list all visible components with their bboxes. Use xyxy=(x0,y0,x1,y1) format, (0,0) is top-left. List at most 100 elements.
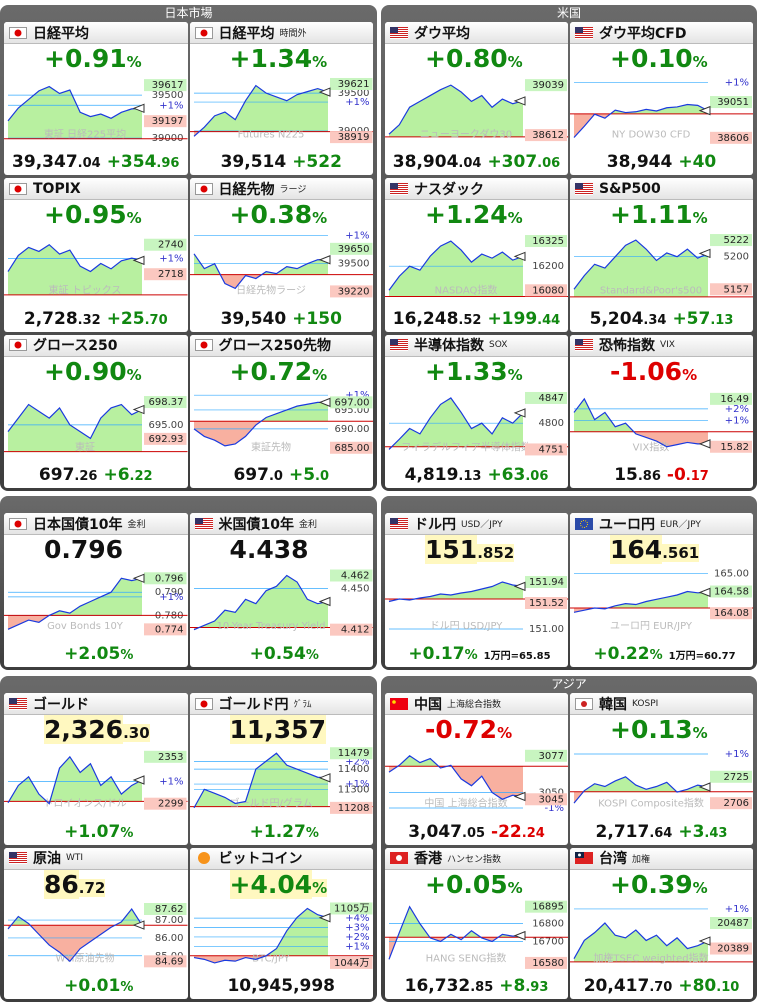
high-label-bg xyxy=(710,916,752,929)
flag xyxy=(575,26,593,39)
price-line xyxy=(193,574,328,631)
footer: 38,944 +40 xyxy=(570,152,753,172)
tick-label: +1% xyxy=(159,100,183,111)
low-label-bg xyxy=(710,942,752,955)
name: ナスダック xyxy=(414,181,484,198)
change: +63.06 xyxy=(487,465,548,485)
price-part: .32 xyxy=(77,312,101,328)
flag-part xyxy=(390,28,408,30)
flag-part xyxy=(390,182,408,184)
headline-part: 4.438 xyxy=(229,535,309,564)
flag-part xyxy=(390,186,408,188)
high-label: 39650 xyxy=(337,244,369,255)
change-part: +2.05 xyxy=(64,644,121,664)
watermark: NY DOW30 CFD xyxy=(612,129,691,140)
area-up xyxy=(8,756,142,802)
headline-part: +0.95 xyxy=(44,200,127,230)
change: +80.10 xyxy=(678,976,740,996)
panel: 日本国債10年 金利 0.796 0.790 +1% 0.780 Gov Bonds 10Y… xyxy=(0,496,377,670)
low-label: 39197 xyxy=(152,116,184,127)
flag-part xyxy=(390,517,408,519)
flag-part xyxy=(390,184,408,186)
price-line xyxy=(7,85,143,122)
change-part: .10 xyxy=(716,980,740,995)
flag-part xyxy=(390,26,408,28)
tile-header: ユーロ円 EUR／JPY xyxy=(570,513,753,535)
low-label-bg xyxy=(329,131,372,144)
headline: +0.10% xyxy=(570,44,753,74)
footer: 39,540 +150 xyxy=(190,309,374,329)
flag-part xyxy=(575,182,583,189)
tile-header: 米国債10年 金利 xyxy=(189,513,373,535)
headline-part: -0.72 xyxy=(425,715,498,744)
tile-header: ナスダック xyxy=(385,178,568,201)
flag-part xyxy=(390,521,408,523)
change-part: .70 xyxy=(144,312,168,328)
flag-part xyxy=(575,182,593,184)
flag xyxy=(390,339,408,352)
headline-part: +0.39 xyxy=(610,869,693,899)
price-line xyxy=(7,577,143,630)
tick-label: +1% xyxy=(725,749,749,760)
flag-part xyxy=(575,184,593,186)
headline-part: +0.38 xyxy=(229,200,313,230)
flag xyxy=(390,517,408,530)
tile: TOPIX +0.95% +1% 東証 トピックス 2740 2718 2,728.32 +2… xyxy=(4,178,188,332)
change-part: .22 xyxy=(129,468,153,484)
tick-label: 16200 xyxy=(532,261,564,272)
headline-part: +1.34 xyxy=(229,44,313,73)
change: +0.22% xyxy=(593,644,662,664)
current-marker xyxy=(698,438,711,449)
headline-part: +1.11 xyxy=(610,200,693,230)
headline-part: +0.90 xyxy=(44,356,127,386)
change-part: +150 xyxy=(292,308,342,329)
low-label: 11208 xyxy=(337,803,369,814)
name: ダウ平均 xyxy=(414,25,470,42)
flag-part xyxy=(200,341,207,349)
tile: 韓国 KOSPI +0.13% +1% KOSPI Composite指数 2725 270… xyxy=(570,693,753,845)
flag-part xyxy=(575,347,593,349)
change: +0.54% xyxy=(249,644,319,664)
high-label: 11479 xyxy=(337,748,369,759)
current-marker xyxy=(132,103,145,114)
high-label-bg xyxy=(710,392,752,405)
name: グロース250 xyxy=(33,338,118,355)
headline-part: .852 xyxy=(477,544,515,562)
watermark: VIX指数 xyxy=(633,440,670,453)
headline: +4.04% xyxy=(190,869,374,900)
tile-header: 韓国 KOSPI xyxy=(570,693,753,715)
area-up xyxy=(8,86,142,139)
headline-part: % xyxy=(507,365,523,384)
low-label-bg xyxy=(144,115,187,128)
current-marker xyxy=(513,581,526,592)
price-line xyxy=(193,84,328,137)
tile-header: 日経平均 時間外 xyxy=(189,22,373,44)
tile-header: グロース250 xyxy=(4,334,188,357)
flag-part xyxy=(390,339,408,341)
flag-part xyxy=(580,519,588,528)
flag-part xyxy=(396,855,402,861)
flag-border xyxy=(9,182,27,195)
low-label: 2299 xyxy=(158,799,183,810)
high-label-bg xyxy=(525,79,567,92)
change-part: % xyxy=(305,825,319,841)
footer: 697.0 +5.0 xyxy=(190,465,374,485)
area-up xyxy=(8,404,142,452)
tick-label: +1% xyxy=(159,592,183,603)
headline: 0.796 xyxy=(4,535,188,565)
headline-part: % xyxy=(126,209,142,228)
change-part: +0.54 xyxy=(249,644,306,664)
high-label: 1105万 xyxy=(334,903,369,914)
headline: 11,357 xyxy=(190,715,374,745)
high-label-bg xyxy=(710,234,752,247)
current-marker xyxy=(513,791,526,802)
change: +6.22 xyxy=(103,465,153,485)
headline-part: .30 xyxy=(123,724,150,742)
change-part: .06 xyxy=(537,156,561,172)
watermark: ニューヨークダウ30 xyxy=(420,127,512,140)
name: 半導体指数 xyxy=(414,338,484,355)
flag-part xyxy=(575,188,593,190)
change-part: +1.07 xyxy=(64,821,121,842)
tick-label: 16700 xyxy=(532,936,564,947)
